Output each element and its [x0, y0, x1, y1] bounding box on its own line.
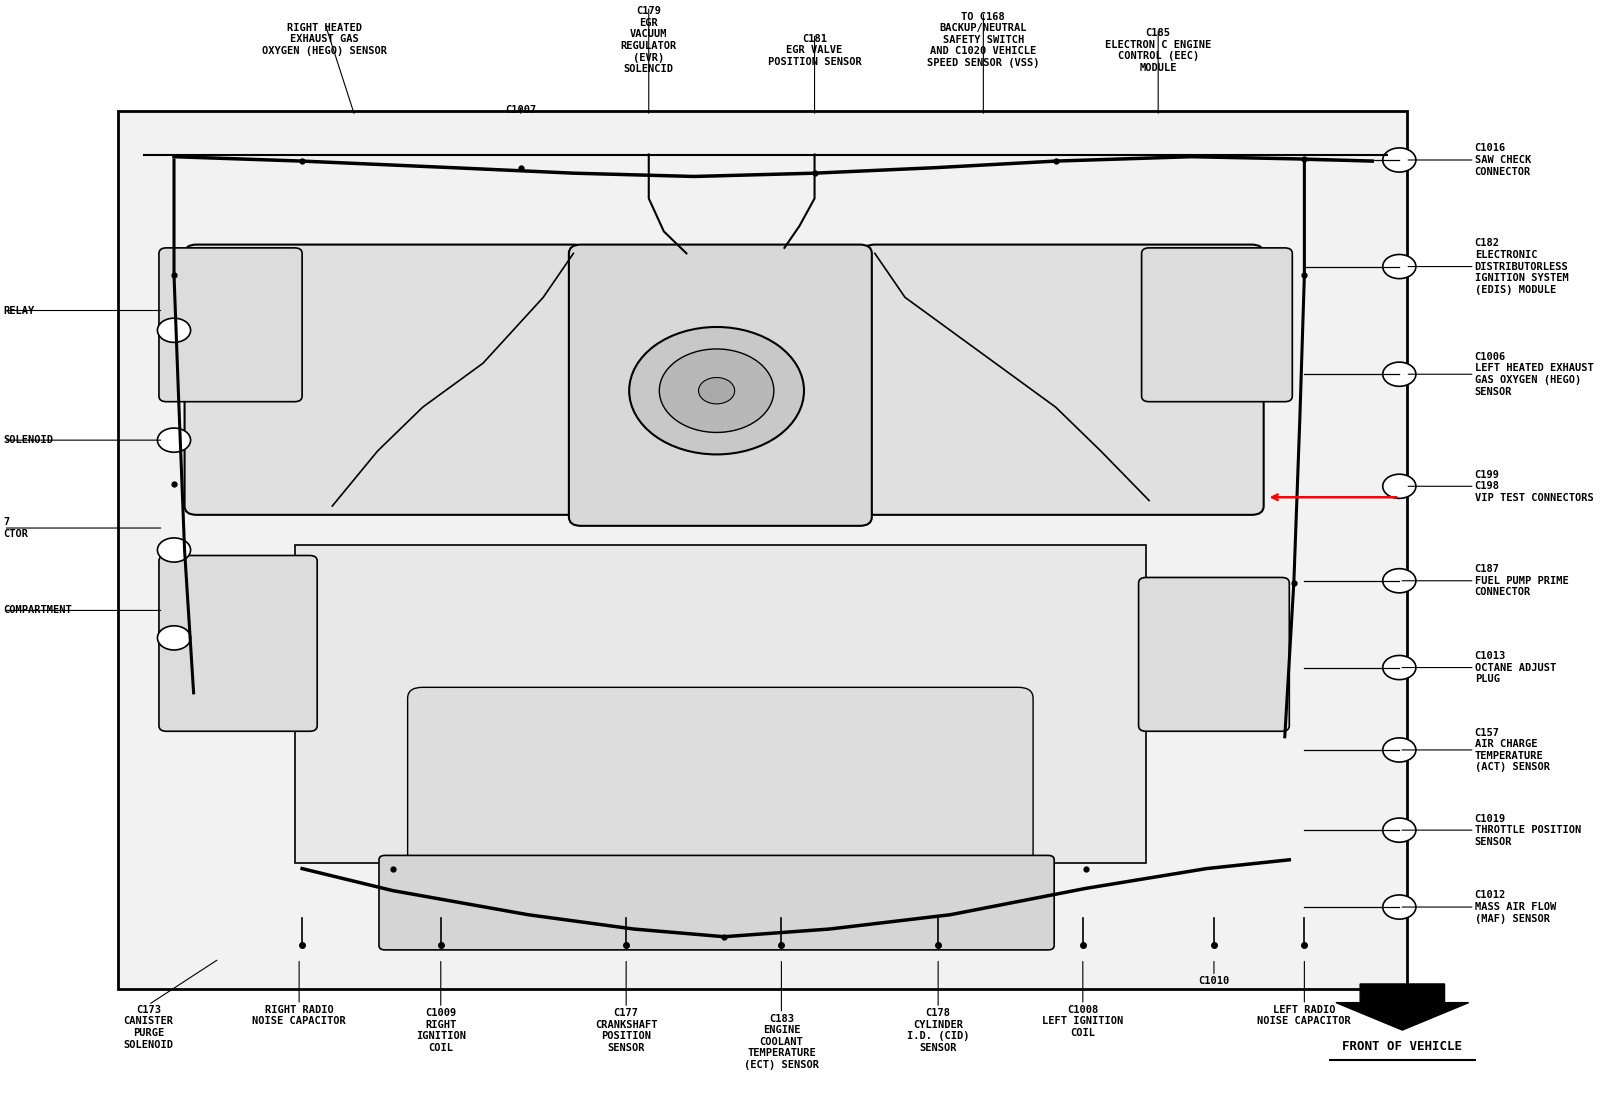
- Text: FRONT OF VEHICLE: FRONT OF VEHICLE: [1342, 1041, 1462, 1053]
- Circle shape: [1382, 147, 1416, 172]
- Text: C1019
THROTTLE POSITION
SENSOR: C1019 THROTTLE POSITION SENSOR: [1475, 814, 1581, 847]
- Circle shape: [157, 428, 190, 452]
- Text: SOLENOID: SOLENOID: [3, 436, 54, 446]
- FancyBboxPatch shape: [408, 688, 1034, 874]
- Text: C1012
MASS AIR FLOW
(MAF) SENSOR: C1012 MASS AIR FLOW (MAF) SENSOR: [1475, 890, 1555, 924]
- Text: C179
EGR
VACUUM
REGULATOR
(EVR)
SOLENCID: C179 EGR VACUUM REGULATOR (EVR) SOLENCID: [621, 7, 677, 74]
- Text: C181
EGR VALVE
POSITION SENSOR: C181 EGR VALVE POSITION SENSOR: [768, 34, 861, 67]
- Bar: [294, 544, 1146, 864]
- Text: C182
ELECTRONIC
DISTRIBUTORLESS
IGNITION SYSTEM
(EDIS) MODULE: C182 ELECTRONIC DISTRIBUTORLESS IGNITION…: [1475, 239, 1568, 295]
- Text: C173
CANISTER
PURGE
SOLENOID: C173 CANISTER PURGE SOLENOID: [123, 1004, 173, 1049]
- Text: C1013
OCTANE ADJUST
PLUG: C1013 OCTANE ADJUST PLUG: [1475, 651, 1555, 684]
- Text: C157
AIR CHARGE
TEMPERATURE
(ACT) SENSOR: C157 AIR CHARGE TEMPERATURE (ACT) SENSOR: [1475, 727, 1550, 772]
- Circle shape: [659, 349, 774, 432]
- FancyBboxPatch shape: [158, 556, 317, 732]
- FancyBboxPatch shape: [570, 244, 872, 526]
- Circle shape: [1382, 818, 1416, 843]
- Text: 7
CTOR: 7 CTOR: [3, 517, 29, 539]
- Circle shape: [1382, 738, 1416, 762]
- Text: RIGHT HEATED
EXHAUST GAS
OXYGEN (HEGO) SENSOR: RIGHT HEATED EXHAUST GAS OXYGEN (HEGO) S…: [262, 23, 387, 56]
- Circle shape: [1382, 362, 1416, 386]
- Text: C199
C198
VIP TEST CONNECTORS: C199 C198 VIP TEST CONNECTORS: [1475, 470, 1594, 503]
- Circle shape: [157, 318, 190, 342]
- Text: C1007: C1007: [506, 106, 536, 116]
- Text: C183
ENGINE
COOLANT
TEMPERATURE
(ECT) SENSOR: C183 ENGINE COOLANT TEMPERATURE (ECT) SE…: [744, 1013, 819, 1070]
- FancyBboxPatch shape: [1139, 578, 1290, 732]
- Text: C187
FUEL PUMP PRIME
CONNECTOR: C187 FUEL PUMP PRIME CONNECTOR: [1475, 564, 1568, 597]
- FancyBboxPatch shape: [862, 244, 1264, 515]
- Circle shape: [629, 327, 805, 454]
- Text: C1010: C1010: [1198, 977, 1229, 987]
- Text: C1006
LEFT HEATED EXHAUST
GAS OXYGEN (HEGO)
SENSOR: C1006 LEFT HEATED EXHAUST GAS OXYGEN (HE…: [1475, 352, 1594, 397]
- Circle shape: [157, 626, 190, 650]
- FancyBboxPatch shape: [184, 244, 586, 515]
- FancyBboxPatch shape: [1142, 248, 1293, 402]
- Circle shape: [157, 538, 190, 562]
- Text: TO C168
BACKUP/NEUTRAL
SAFETY SWITCH
AND C1020 VEHICLE
SPEED SENSOR (VSS): TO C168 BACKUP/NEUTRAL SAFETY SWITCH AND…: [926, 12, 1040, 68]
- Text: RIGHT RADIO
NOISE CAPACITOR: RIGHT RADIO NOISE CAPACITOR: [253, 1004, 346, 1026]
- Text: C1009
RIGHT
IGNITION
COIL: C1009 RIGHT IGNITION COIL: [416, 1008, 466, 1053]
- Bar: [118, 111, 1406, 989]
- Text: C1016
SAW CHECK
CONNECTOR: C1016 SAW CHECK CONNECTOR: [1475, 143, 1531, 177]
- Text: C1008
LEFT IGNITION
COIL: C1008 LEFT IGNITION COIL: [1042, 1004, 1123, 1038]
- Text: C185
ELECTRON C ENGINE
CONTROL (EEC)
MODULE: C185 ELECTRON C ENGINE CONTROL (EEC) MOD…: [1106, 29, 1211, 73]
- Text: COMPARTMENT: COMPARTMENT: [3, 605, 72, 615]
- Circle shape: [1382, 569, 1416, 593]
- Circle shape: [1382, 895, 1416, 920]
- FancyBboxPatch shape: [379, 856, 1054, 950]
- Text: LEFT RADIO
NOISE CAPACITOR: LEFT RADIO NOISE CAPACITOR: [1258, 1004, 1352, 1026]
- Text: C178
CYLINDER
I.D. (CID)
SENSOR: C178 CYLINDER I.D. (CID) SENSOR: [907, 1008, 970, 1053]
- Text: RELAY: RELAY: [3, 306, 35, 316]
- Polygon shape: [1336, 984, 1469, 1030]
- Text: C177
CRANKSHAFT
POSITION
SENSOR: C177 CRANKSHAFT POSITION SENSOR: [595, 1008, 658, 1053]
- Circle shape: [1382, 474, 1416, 498]
- Circle shape: [699, 377, 734, 404]
- Circle shape: [1382, 656, 1416, 680]
- Circle shape: [1382, 254, 1416, 278]
- FancyBboxPatch shape: [158, 248, 302, 402]
